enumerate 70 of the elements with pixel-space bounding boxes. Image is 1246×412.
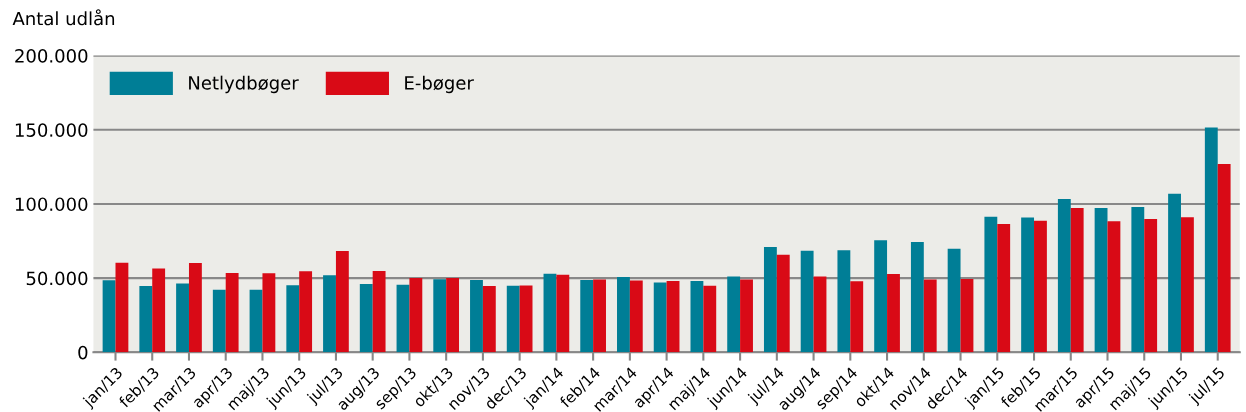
bar	[850, 281, 864, 353]
bar	[1057, 199, 1071, 353]
bar	[335, 251, 349, 353]
bar	[212, 289, 226, 353]
bar	[470, 279, 483, 353]
bar	[323, 275, 336, 353]
bar	[1180, 217, 1194, 353]
bar	[556, 274, 570, 353]
bar	[1094, 207, 1108, 353]
bar	[372, 270, 386, 353]
bar	[763, 247, 777, 353]
bar	[997, 224, 1011, 353]
bar	[1204, 127, 1218, 353]
bar	[703, 285, 717, 353]
bar	[176, 283, 189, 353]
bar	[139, 285, 153, 353]
legend-label: E-bøger	[405, 75, 474, 94]
y-tick-label: 0	[78, 345, 88, 360]
y-axis-title: Antal udlån	[12, 9, 115, 26]
bar	[1144, 218, 1158, 353]
bar	[593, 279, 606, 353]
bar	[910, 242, 924, 353]
bar	[409, 277, 423, 353]
bar	[690, 280, 704, 353]
bar	[446, 277, 460, 353]
bar	[1021, 217, 1035, 353]
legend-label: Netlydbøger	[189, 75, 299, 94]
bar	[152, 268, 166, 353]
y-tick-label: 200.000	[15, 49, 88, 63]
y-tick-label: 150.000	[15, 123, 88, 137]
bar	[359, 283, 373, 353]
bar	[249, 289, 263, 353]
bar	[433, 279, 447, 353]
bar	[960, 278, 974, 353]
bar	[188, 262, 202, 353]
bar	[776, 254, 790, 353]
bar	[666, 280, 680, 353]
bar	[506, 285, 520, 353]
bar	[1070, 207, 1084, 353]
bar	[629, 280, 643, 353]
y-tick-label: 50.000	[26, 271, 88, 286]
bar	[262, 273, 276, 353]
bar	[299, 271, 313, 353]
bar	[1168, 193, 1181, 353]
bar	[1107, 221, 1121, 353]
bar	[887, 273, 900, 353]
bar	[740, 279, 753, 353]
bar	[543, 273, 557, 353]
bar	[837, 250, 851, 353]
bar	[396, 284, 410, 353]
bar	[617, 276, 630, 353]
bar	[653, 282, 667, 353]
bar	[1217, 163, 1231, 353]
bar	[580, 279, 594, 353]
bar	[874, 240, 888, 353]
bar	[984, 216, 998, 353]
bar	[727, 276, 741, 353]
bar	[1131, 206, 1145, 353]
bar	[947, 248, 961, 353]
bar	[482, 285, 496, 353]
bar	[800, 250, 814, 353]
bar	[225, 272, 239, 353]
bar	[1034, 220, 1047, 353]
bar	[519, 285, 533, 353]
bar	[813, 276, 827, 353]
bar	[923, 279, 937, 353]
bar	[102, 280, 116, 353]
bar	[286, 285, 300, 353]
y-tick-label: 100.000	[15, 197, 88, 212]
bar	[115, 262, 129, 353]
